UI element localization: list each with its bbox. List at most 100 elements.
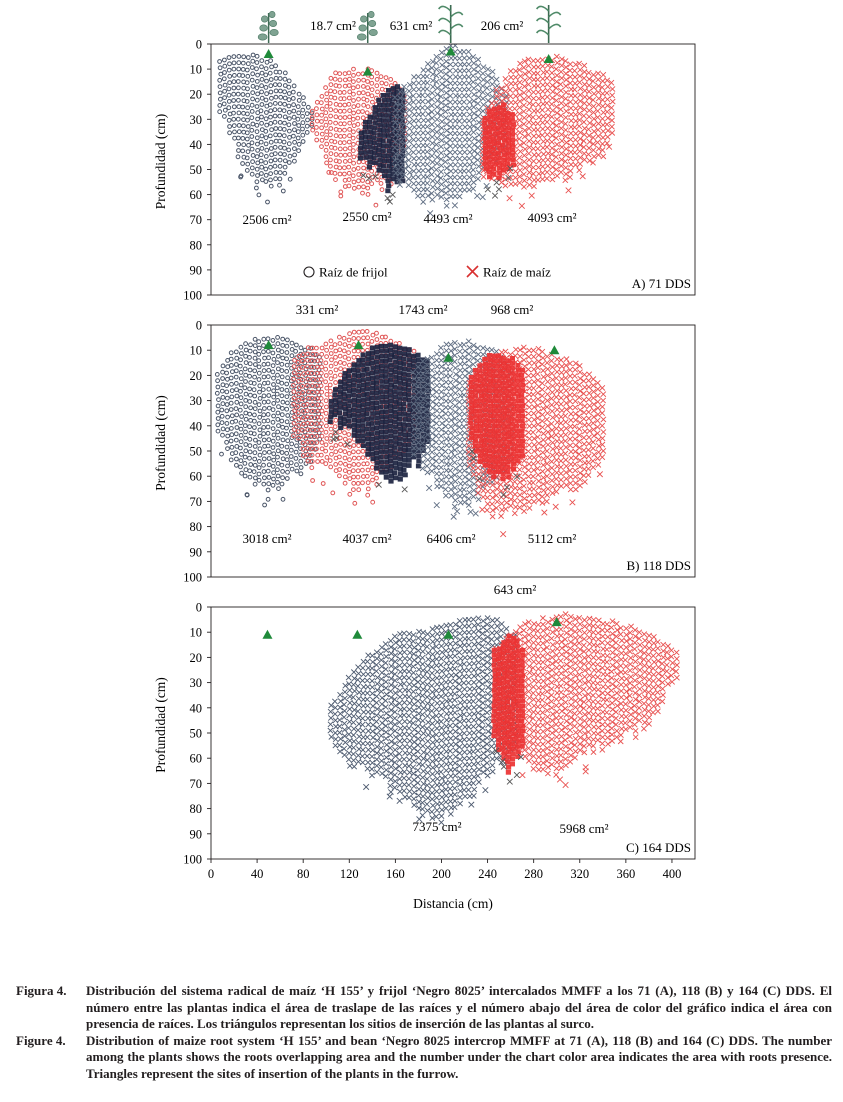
maize-root-marker bbox=[563, 425, 570, 432]
bean-root-marker bbox=[236, 85, 241, 91]
dense-root-marker bbox=[501, 406, 507, 411]
maize-root-marker bbox=[590, 134, 597, 141]
maize-root-marker bbox=[428, 367, 435, 374]
dense-root-marker bbox=[477, 398, 484, 404]
maize-root-marker bbox=[489, 81, 496, 88]
dense-root-marker bbox=[380, 143, 386, 148]
maize-root-marker bbox=[346, 699, 353, 706]
bean-root-marker bbox=[246, 142, 251, 148]
maize-root-marker bbox=[434, 85, 441, 92]
dense-root-marker bbox=[392, 450, 398, 455]
dense-root-marker bbox=[385, 93, 391, 98]
maize-root-marker bbox=[563, 463, 570, 470]
bean-root-marker bbox=[236, 54, 242, 59]
bean-root-marker bbox=[221, 76, 227, 82]
root-markers bbox=[214, 329, 607, 538]
dense-root-marker bbox=[420, 407, 426, 413]
bean-root-marker bbox=[347, 158, 353, 164]
dense-root-marker bbox=[351, 432, 357, 438]
maize-root-marker bbox=[332, 429, 339, 436]
bean-root-marker bbox=[324, 160, 330, 166]
bean-root-marker bbox=[271, 470, 277, 476]
maize-root-marker bbox=[466, 155, 473, 162]
maize-root-marker bbox=[549, 145, 556, 152]
dense-root-marker bbox=[379, 358, 385, 364]
maize-root-marker bbox=[534, 465, 541, 472]
dense-root-marker bbox=[501, 395, 507, 401]
maize-root-marker bbox=[466, 186, 473, 193]
maize-root-marker bbox=[410, 99, 417, 106]
bean-root-marker bbox=[346, 356, 352, 362]
maize-root-marker bbox=[531, 183, 537, 190]
panel-label: A) 71 DDS bbox=[632, 276, 691, 291]
dense-root-marker bbox=[487, 144, 493, 150]
maize-root-marker bbox=[521, 357, 527, 363]
dense-root-marker bbox=[415, 367, 421, 373]
bean-root-marker bbox=[342, 449, 348, 455]
maize-root-marker bbox=[563, 393, 570, 400]
bean-root-marker bbox=[324, 97, 330, 103]
bean-root-marker bbox=[337, 360, 343, 365]
maize-root-marker bbox=[520, 344, 527, 351]
maize-root-marker bbox=[415, 395, 422, 402]
maize-root-marker bbox=[535, 170, 542, 177]
maize-root-marker bbox=[577, 142, 584, 149]
bean-root-marker bbox=[254, 185, 259, 191]
maize-root-marker bbox=[526, 442, 533, 448]
bean-root-marker bbox=[347, 145, 353, 151]
dense-root-marker bbox=[338, 379, 344, 385]
bean-root-marker bbox=[284, 369, 290, 374]
dense-root-marker bbox=[364, 366, 370, 372]
dense-root-marker bbox=[398, 431, 404, 437]
bean-root-marker bbox=[300, 126, 305, 132]
y-tick-label: 10 bbox=[190, 63, 203, 77]
maize-root-marker bbox=[470, 60, 477, 67]
plant-leaf bbox=[368, 19, 377, 27]
bean-root-marker bbox=[254, 66, 259, 72]
maize-root-marker bbox=[562, 419, 569, 426]
bean-root-marker bbox=[333, 120, 339, 126]
dense-root-marker bbox=[468, 420, 474, 425]
maize-root-marker bbox=[461, 499, 468, 506]
dense-root-marker bbox=[505, 116, 511, 121]
bean-root-marker bbox=[284, 387, 290, 393]
bean-root-marker bbox=[337, 90, 343, 95]
bean-root-marker bbox=[370, 99, 375, 105]
dense-root-marker bbox=[492, 403, 498, 409]
maize-root-marker bbox=[451, 358, 458, 365]
bean-root-marker bbox=[239, 414, 245, 419]
bean-root-marker bbox=[237, 407, 243, 413]
bean-root-marker bbox=[284, 476, 290, 481]
bean-root-marker bbox=[263, 179, 269, 184]
maize-root-marker bbox=[568, 117, 575, 124]
maize-root-marker bbox=[465, 61, 472, 68]
dense-root-marker bbox=[390, 106, 397, 111]
maize-root-marker bbox=[530, 145, 537, 152]
dense-root-marker bbox=[383, 389, 389, 395]
dense-root-marker bbox=[346, 378, 352, 384]
maize-root-marker bbox=[396, 151, 403, 158]
bean-root-marker bbox=[244, 155, 250, 161]
bean-root-marker bbox=[378, 181, 384, 186]
maize-root-marker bbox=[410, 168, 417, 175]
maize-root-marker bbox=[539, 119, 546, 126]
bean-root-marker bbox=[226, 86, 232, 92]
bean-root-marker bbox=[296, 397, 301, 403]
maize-root-marker bbox=[410, 369, 417, 376]
dense-root-marker bbox=[487, 114, 493, 119]
dense-root-marker bbox=[416, 393, 422, 398]
root-markers bbox=[217, 44, 616, 217]
dense-root-marker bbox=[478, 383, 484, 389]
bean-root-marker bbox=[328, 376, 334, 382]
maize-root-marker bbox=[336, 723, 343, 730]
bean-root-marker bbox=[355, 348, 361, 354]
maize-root-marker bbox=[563, 406, 570, 413]
bean-root-marker bbox=[262, 355, 268, 361]
maize-root-marker bbox=[483, 182, 490, 190]
maize-root-marker bbox=[539, 411, 546, 418]
bean-root-marker bbox=[271, 356, 277, 362]
dense-root-marker bbox=[402, 472, 408, 478]
dense-root-marker bbox=[415, 463, 422, 469]
dense-root-marker bbox=[371, 125, 378, 130]
bean-root-marker bbox=[360, 178, 366, 183]
